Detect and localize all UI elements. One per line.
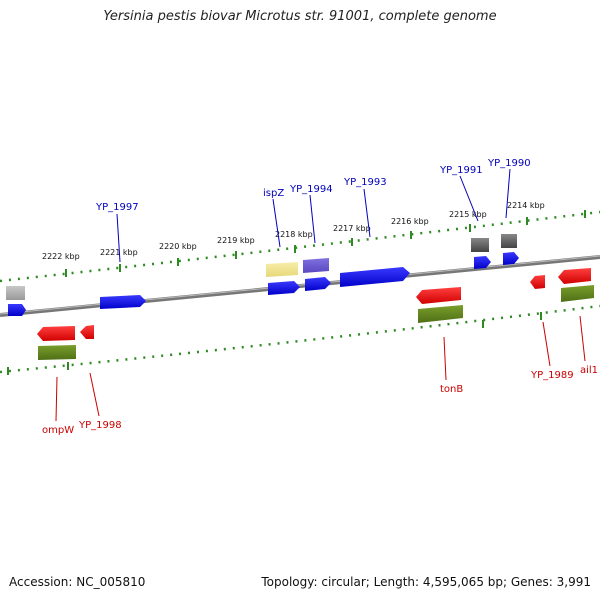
scale-label: 2219 kbp: [217, 236, 255, 245]
gene-label-yp-1990[interactable]: YP_1990: [487, 158, 531, 169]
scale-labels: 2222 kbp 2221 kbp 2220 kbp 2219 kbp 2218…: [42, 201, 545, 261]
scale-label: 2221 kbp: [100, 248, 138, 257]
gene-arrow-yp-1997[interactable]: [100, 295, 146, 309]
gene-label-ail1[interactable]: ail1: [580, 365, 598, 376]
scale-label: 2222 kbp: [42, 252, 80, 261]
gene-feature-tonb[interactable]: [418, 305, 463, 323]
gene-feature-ompw[interactable]: [38, 345, 76, 360]
scale-label: 2215 kbp: [449, 210, 487, 219]
gene-arrow-tonb[interactable]: [416, 287, 461, 304]
gene-feature-ail1[interactable]: [561, 285, 594, 302]
scale-label: 2217 kbp: [333, 224, 371, 233]
reverse-label-leaders: [55, 315, 586, 422]
scale-label: 2220 kbp: [159, 242, 197, 251]
gene-arrow-yp-1989[interactable]: [530, 275, 545, 289]
gene-label-ispz[interactable]: ispZ: [263, 188, 284, 199]
gene-feature[interactable]: [6, 286, 25, 300]
gene-feature-ispz[interactable]: [266, 262, 298, 277]
gene-arrow-yp-1993[interactable]: [340, 267, 410, 287]
forward-gene-labels: YP_1997 ispZ YP_1994 YP_1993 YP_1991 YP_…: [95, 158, 531, 213]
gene-arrow-yp-1990[interactable]: [503, 252, 519, 265]
gene-arrow-yp-1998[interactable]: [80, 325, 94, 339]
gene-label-yp-1993[interactable]: YP_1993: [343, 177, 387, 188]
gene-feature-yp-1994[interactable]: [303, 258, 329, 273]
genome-summary-text: Topology: circular; Length: 4,595,065 bp…: [261, 575, 591, 589]
reverse-gene-labels: ompW YP_1998 tonB YP_1989 ail1: [42, 365, 598, 436]
forward-label-leaders: [116, 168, 511, 263]
upper-scale-ruler: [0, 210, 600, 283]
map-title: Yersinia pestis biovar Microtus str. 910…: [103, 9, 497, 24]
gene-label-yp-1991[interactable]: YP_1991: [439, 165, 483, 176]
gene-label-yp-1994[interactable]: YP_1994: [289, 184, 333, 195]
gene-arrow-yp-1994[interactable]: [305, 277, 331, 291]
gene-feature-yp-1990[interactable]: [501, 234, 517, 248]
gene-arrow-ail1[interactable]: [558, 268, 591, 284]
forward-strand-features: [6, 234, 519, 316]
scale-label: 2214 kbp: [507, 201, 545, 210]
genome-backbone-highlight: [0, 255, 600, 315]
gene-label-yp-1997[interactable]: YP_1997: [95, 202, 139, 213]
gene-arrow-ispz[interactable]: [268, 281, 300, 295]
genome-backbone: [0, 255, 600, 317]
gene-arrow[interactable]: [8, 304, 26, 316]
reverse-strand-features: [37, 268, 594, 360]
scale-label: 2218 kbp: [275, 230, 313, 239]
gene-label-yp-1998[interactable]: YP_1998: [78, 420, 122, 431]
scale-label: 2216 kbp: [391, 217, 429, 226]
gene-label-yp-1989[interactable]: YP_1989: [530, 370, 574, 381]
lower-scale-ruler: [0, 304, 600, 375]
gene-arrow-ompw[interactable]: [37, 326, 75, 341]
gene-label-tonb[interactable]: tonB: [440, 384, 463, 395]
gene-arrow-yp-1991[interactable]: [474, 256, 491, 269]
gene-label-ompw[interactable]: ompW: [42, 425, 74, 436]
gene-feature-yp-1991[interactable]: [471, 238, 489, 252]
accession-text: Accession: NC_005810: [9, 575, 146, 589]
